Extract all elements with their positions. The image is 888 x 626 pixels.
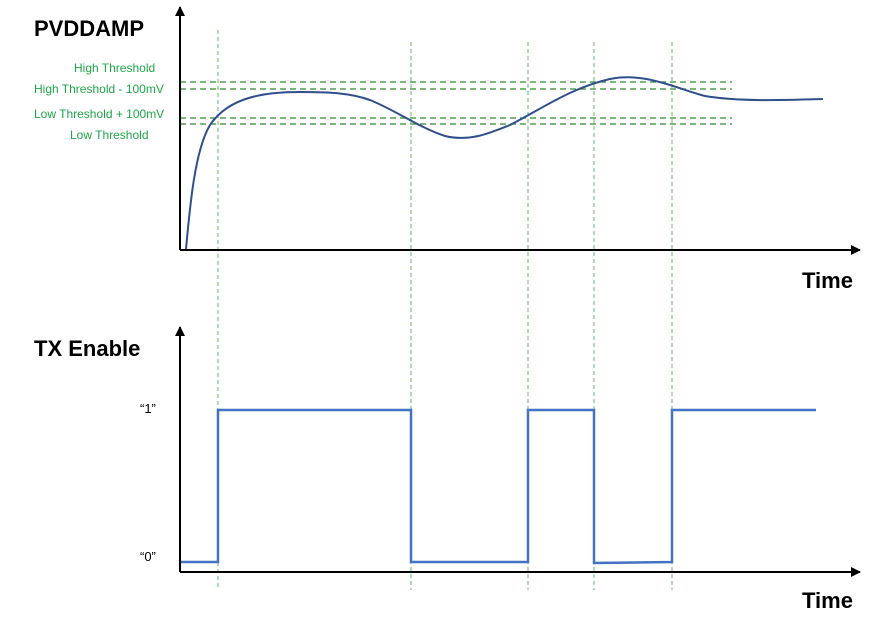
threshold-label-high-minus: High Threshold - 100mV: [34, 82, 164, 96]
pvddamp-title: PVDDAMP: [34, 16, 144, 41]
threshold-lines: [180, 81, 732, 125]
tx-enable-title: TX Enable: [34, 336, 140, 361]
transition-guides: [217, 30, 673, 590]
threshold-label-low-plus: Low Threshold + 100mV: [34, 107, 164, 121]
tx-enable-waveform: [180, 408, 816, 565]
tx-enable-chart: TX Enable “1” “0” Time: [34, 326, 861, 613]
pvddamp-chart: PVDDAMP High Threshold High Threshold - …: [34, 6, 861, 293]
tx-x-axis-label: Time: [802, 588, 853, 613]
tx-level-high-label: “1”: [140, 401, 156, 416]
tx-level-low-label: “0”: [140, 549, 156, 564]
pvddamp-x-axis-label: Time: [802, 268, 853, 293]
threshold-label-high: High Threshold: [74, 61, 155, 75]
threshold-label-low: Low Threshold: [70, 128, 149, 142]
pvddamp-voltage-curve: [185, 76, 824, 250]
